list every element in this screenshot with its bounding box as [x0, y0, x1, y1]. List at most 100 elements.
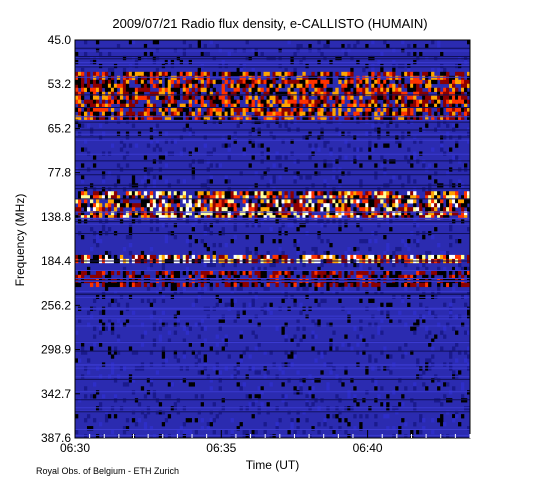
heatmap-cell [173, 330, 178, 335]
heatmap-cell [173, 195, 178, 200]
heatmap-cell [398, 115, 402, 120]
heatmap-cell [443, 394, 447, 399]
heatmap-cell [161, 223, 166, 228]
heatmap-cell [398, 99, 402, 104]
heatmap-cell [119, 254, 124, 260]
heatmap-cell [77, 270, 82, 276]
heatmap-cell [437, 99, 441, 104]
heatmap-cell [152, 107, 157, 112]
heatmap-cell [407, 107, 411, 112]
heatmap-cell [389, 302, 393, 307]
heatmap-cell [89, 314, 94, 319]
footer-credit: Royal Obs. of Belgium - ETH Zurich [36, 466, 180, 476]
heatmap-cell [317, 215, 321, 220]
heatmap-cell [416, 87, 420, 93]
heatmap-cell [278, 123, 282, 128]
heatmap-cell [158, 195, 163, 200]
heatmap-cell [209, 95, 213, 100]
heatmap-cell [200, 51, 204, 57]
heatmap-cell [404, 274, 408, 280]
heatmap-cell [422, 159, 426, 164]
heatmap-cell [155, 370, 160, 375]
heatmap-cell [320, 91, 324, 97]
heatmap-cell [293, 390, 297, 395]
heatmap-cell [170, 270, 175, 276]
heatmap-cell [236, 286, 240, 292]
heatmap-cell [98, 342, 103, 347]
heatmap-cell [245, 394, 249, 399]
heatmap-cell [101, 434, 106, 439]
heatmap-cell [398, 246, 402, 252]
heatmap-cell [461, 294, 465, 299]
heatmap-cell [437, 215, 441, 220]
heatmap-cell [338, 103, 342, 108]
heatmap-cell [284, 103, 288, 108]
heatmap-cell [464, 215, 468, 220]
heatmap-cell [449, 99, 453, 104]
heatmap-cell [440, 414, 444, 419]
heatmap-cell [455, 107, 459, 112]
heatmap-cell [236, 103, 240, 108]
heatmap-cell [461, 322, 465, 327]
heatmap-cell [101, 151, 106, 156]
heatmap-cell [125, 418, 130, 423]
heatmap-cell [437, 107, 441, 112]
heatmap-cell [374, 386, 378, 391]
heatmap-cell [203, 254, 207, 260]
heatmap-cell [302, 282, 306, 288]
heatmap-cell [374, 254, 378, 260]
heatmap-cell [173, 83, 178, 89]
heatmap-cell [167, 71, 172, 77]
heatmap-cell [353, 195, 357, 200]
heatmap-cell [308, 91, 312, 97]
heatmap-cell [266, 83, 270, 89]
heatmap-cell [392, 207, 396, 212]
heatmap-cell [362, 79, 366, 85]
heatmap-cell [299, 338, 303, 343]
heatmap-cell [86, 310, 91, 315]
heatmap-cell [311, 147, 315, 152]
heatmap-cell [395, 195, 399, 200]
heatmap-cell [404, 286, 408, 292]
heatmap-cell [182, 270, 187, 276]
heatmap-cell [167, 59, 172, 65]
heatmap-cell [107, 91, 112, 97]
heatmap-cell [362, 203, 366, 208]
heatmap-cell [446, 123, 450, 128]
heatmap-cell [350, 115, 354, 120]
heatmap-cell [75, 107, 79, 112]
heatmap-cell [329, 270, 333, 276]
heatmap-cell [116, 99, 121, 104]
heatmap-cell [149, 350, 154, 355]
heatmap-cell [380, 155, 384, 160]
heatmap-cell [143, 199, 148, 204]
heatmap-cell [155, 398, 160, 403]
heatmap-cell [251, 223, 255, 228]
heatmap-cell [347, 143, 351, 148]
heatmap-cell [275, 115, 279, 120]
heatmap-cell [401, 75, 405, 81]
heatmap-cell [95, 107, 100, 112]
heatmap-cell [431, 40, 435, 45]
heatmap-cell [200, 342, 204, 347]
heatmap-cell [392, 95, 396, 100]
heatmap-cell [75, 414, 79, 419]
heatmap-cell [287, 270, 291, 276]
heatmap-cell [260, 191, 264, 196]
heatmap-cell [188, 342, 192, 347]
heatmap-cell [293, 199, 297, 204]
heatmap-cell [104, 195, 109, 200]
heatmap-cell [272, 115, 276, 120]
heatmap-cell [461, 398, 465, 403]
heatmap-cell [350, 270, 354, 276]
heatmap-cell [176, 75, 181, 81]
heatmap-cell [377, 79, 381, 85]
heatmap-cell [245, 207, 249, 212]
heatmap-cell [215, 207, 219, 212]
heatmap-cell [314, 83, 318, 89]
heatmap-cell [317, 95, 321, 100]
heatmap-cell [428, 199, 432, 204]
heatmap-cell [119, 310, 124, 315]
heatmap-cell [467, 139, 471, 144]
heatmap-cell [455, 75, 459, 81]
